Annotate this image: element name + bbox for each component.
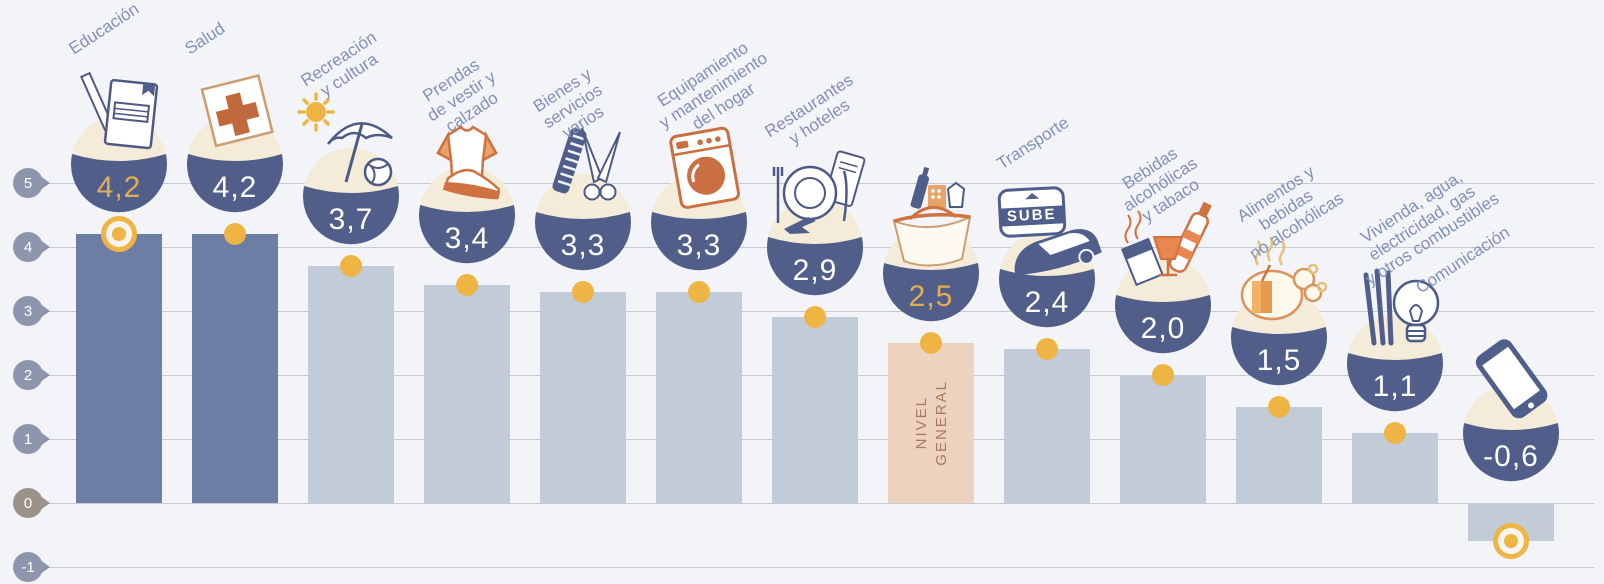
value-bubble-bebidas: 2,0 [1115, 195, 1228, 354]
marker-core [112, 227, 126, 241]
value-label: 2,0 [1141, 312, 1186, 345]
value-label: 3,4 [445, 222, 490, 255]
value-bubble-alimentos: 1,5 [1231, 227, 1344, 386]
value-label: 1,1 [1373, 370, 1418, 403]
tick-pointer-icon [39, 431, 50, 447]
data-point-marker [1036, 338, 1058, 360]
axis-tick-label: 3 [23, 302, 33, 320]
tick-pointer-icon [39, 239, 50, 255]
data-point-marker [456, 274, 478, 296]
axis-tick-5: 5 [13, 168, 50, 198]
tick-pointer-icon [39, 367, 50, 383]
value-label: 2,4 [1025, 286, 1070, 319]
axis-tick-label: 1 [23, 430, 33, 448]
in-bar-label-line: GENERAL [932, 380, 950, 466]
in-bar-label-line: NIVEL [912, 396, 930, 450]
axis-tick-3: 3 [13, 296, 50, 326]
value-bubble-vivienda: 1,1 [1347, 253, 1443, 412]
bar-bienes [540, 292, 626, 503]
bar-equipamiento [656, 292, 742, 503]
value-bubble-bienes: 3,3 [535, 112, 631, 271]
value-label: 4,2 [213, 171, 258, 204]
bar-nivel-general: NIVEL GENERAL [888, 343, 974, 503]
bar-alimentos [1236, 407, 1322, 503]
value-label: 2,9 [793, 254, 838, 287]
bar-salud [192, 234, 278, 503]
value-label: -0,6 [1483, 440, 1539, 473]
gridline--1 [48, 566, 1594, 568]
category-label-line: Educación [65, 0, 143, 59]
axis-tick-1: 1 [13, 424, 50, 454]
data-point-marker [688, 281, 710, 303]
sube-card-label: SUBE [1007, 206, 1058, 226]
axis-tick--1: -1 [13, 552, 50, 582]
tick-pointer-icon [39, 495, 50, 511]
data-point-target-marker [101, 216, 137, 252]
data-point-target-marker [1493, 523, 1529, 559]
axis-tick-4: 4 [13, 232, 50, 262]
data-point-marker [224, 223, 246, 245]
value-label: 4,2 [97, 171, 142, 204]
value-bubble-nivel-general: 2,5 [883, 163, 979, 322]
category-label-line: Transporte [993, 112, 1073, 174]
data-point-marker [1152, 364, 1174, 386]
axis-tick-0: 0 [13, 488, 50, 518]
value-bubble-educacion: 4,2 [71, 54, 167, 213]
data-point-marker [572, 281, 594, 303]
tick-pointer-icon [39, 559, 50, 575]
value-bubble-transporte: SUBE 2,4 [982, 169, 1112, 328]
tick-pointer-icon [39, 303, 50, 319]
data-point-marker [1268, 396, 1290, 418]
marker-core [1504, 534, 1518, 548]
axis-tick-label: 4 [23, 238, 33, 256]
bar-restaurantes [772, 317, 858, 503]
bar-bebidas [1120, 375, 1206, 503]
data-point-marker [804, 306, 826, 328]
value-label: 3,7 [329, 203, 374, 236]
value-label: 2,5 [909, 280, 954, 313]
tick-pointer-icon [39, 175, 50, 191]
value-bubble-recreacion: 3,7 [286, 86, 399, 245]
gridline-0 [48, 502, 1594, 504]
value-label: 3,3 [561, 229, 606, 262]
value-bubble-prendas: 3,4 [419, 105, 515, 264]
in-bar-label: NIVEL GENERAL [888, 343, 974, 503]
value-bubble-salud: 4,2 [187, 54, 283, 213]
value-label: 3,3 [677, 229, 722, 262]
axis-tick-2: 2 [13, 360, 50, 390]
value-label: 1,5 [1257, 344, 1302, 377]
value-bubble-comunicacion: -0,6 [1463, 323, 1559, 482]
shopping-basket-icon [894, 166, 970, 265]
category-label-line: Salud [181, 18, 229, 59]
axis-tick-label: 5 [23, 174, 33, 192]
bar-prendas [424, 285, 510, 503]
axis-tick-label: 0 [23, 494, 33, 512]
bar-educacion [76, 234, 162, 503]
axis-tick-label: -1 [21, 558, 35, 576]
bar-recreacion [308, 266, 394, 503]
value-bubble-restaurantes: 2,9 [767, 137, 880, 296]
data-point-marker [920, 332, 942, 354]
data-point-marker [1384, 422, 1406, 444]
bar-vivienda [1352, 433, 1438, 503]
bar-transporte [1004, 349, 1090, 503]
axis-tick-label: 2 [23, 366, 33, 384]
data-point-marker [340, 255, 362, 277]
value-bubble-equipamiento: 3,3 [651, 112, 747, 271]
